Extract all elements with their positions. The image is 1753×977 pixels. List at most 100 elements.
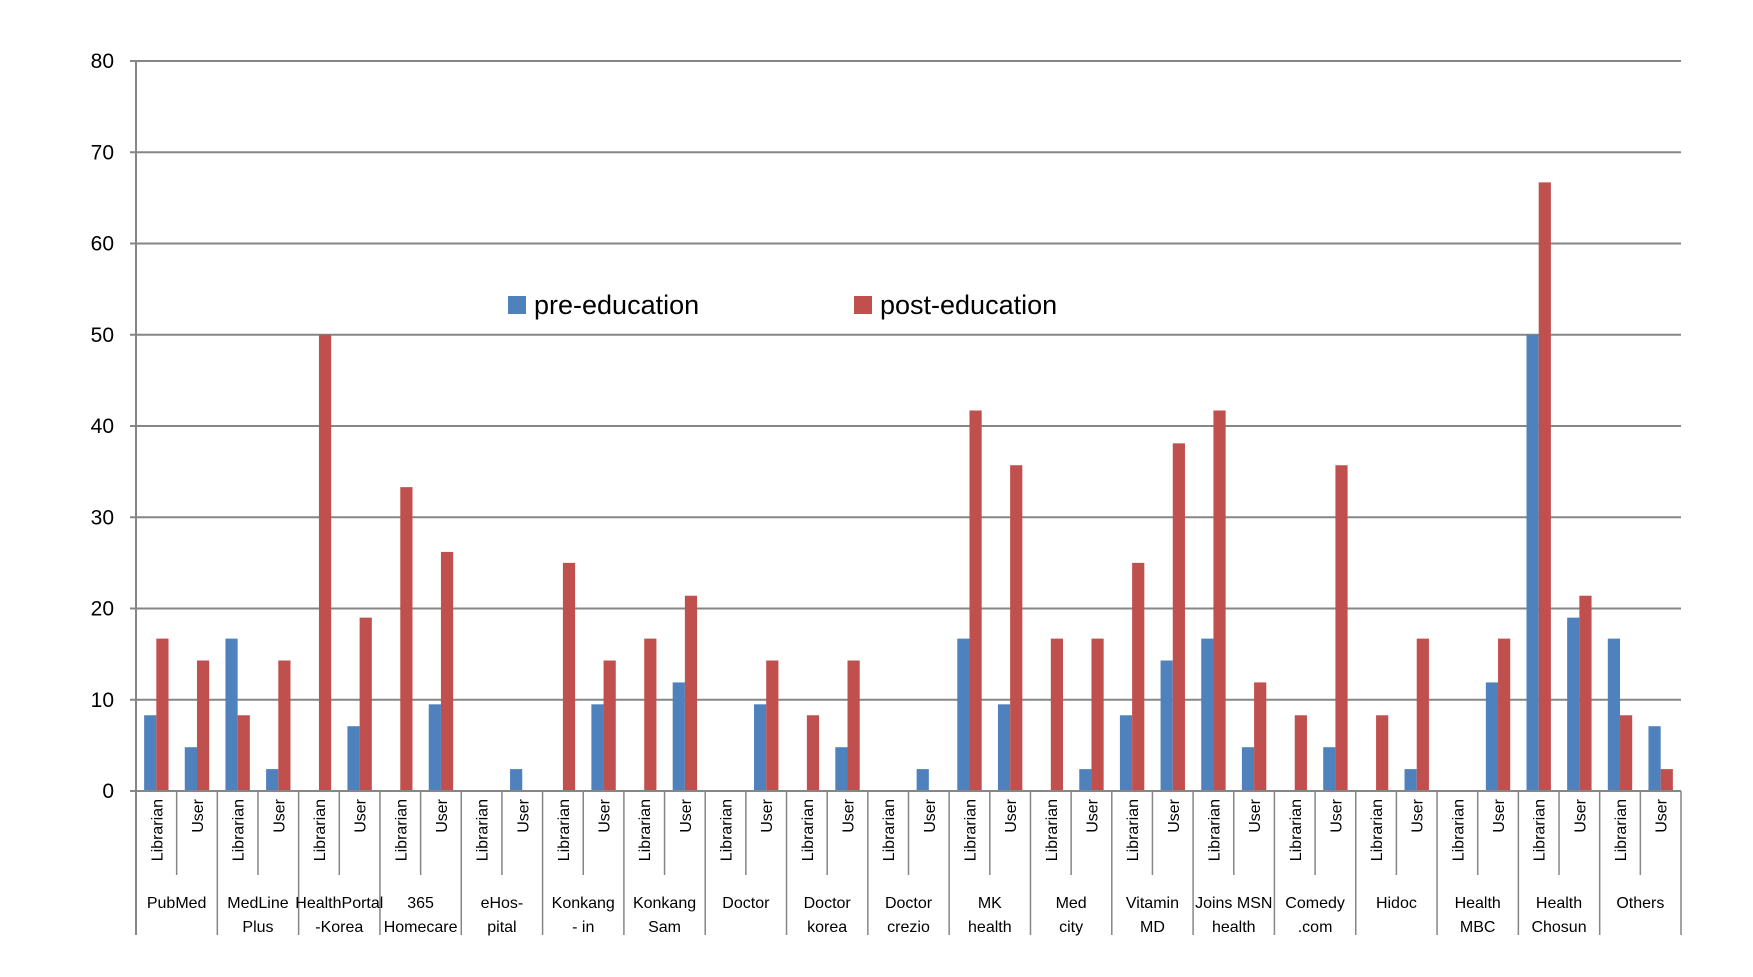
x-group-label: Health: [1455, 895, 1501, 912]
y-tick-label: 20: [91, 598, 114, 621]
x-group-label: Med: [1056, 895, 1087, 912]
bar-post-education: [1213, 410, 1226, 791]
legend-label: post-education: [880, 290, 1057, 320]
x-group-label: Vitamin: [1126, 895, 1179, 912]
x-group-label: Doctor: [804, 895, 852, 912]
x-subcategory-label: Librarian: [1613, 799, 1630, 861]
x-subcategory-label: User: [515, 798, 532, 832]
x-subcategory-label: Librarian: [1369, 799, 1386, 861]
bar-pre-education: [672, 682, 685, 791]
bar-post-education: [278, 660, 291, 791]
x-subcategory-label: Librarian: [475, 799, 492, 861]
bar-pre-education: [916, 769, 929, 791]
x-group-label: MedLine: [227, 895, 288, 912]
x-subcategory-label: User: [678, 798, 695, 832]
x-subcategory-label: Librarian: [312, 799, 329, 861]
x-group-label: korea: [807, 919, 847, 936]
bar-post-education: [1172, 443, 1185, 791]
x-subcategory-label: User: [1410, 798, 1427, 832]
x-group-label: city: [1059, 919, 1083, 936]
x-group-label: Sam: [648, 919, 681, 936]
x-group-label: Konkang: [633, 895, 696, 912]
bar-post-education: [766, 660, 779, 791]
y-tick-label: 40: [91, 415, 114, 438]
bar-pre-education: [1241, 747, 1255, 791]
x-subcategory-label: Librarian: [1288, 799, 1305, 861]
bar-post-education: [969, 410, 982, 791]
bar-pre-education: [510, 769, 523, 791]
x-group-label: - in: [572, 919, 594, 936]
x-subcategory-label: User: [271, 798, 288, 832]
x-subcategory-label: Librarian: [149, 799, 166, 861]
bar-post-education: [1050, 638, 1063, 791]
x-subcategory-label: Librarian: [393, 799, 410, 861]
x-group-label: 365: [407, 895, 434, 912]
x-group-label: MD: [1140, 919, 1165, 936]
bar-post-education: [1335, 465, 1348, 791]
x-subcategory-label: Librarian: [962, 799, 979, 861]
x-group-label: Others: [1616, 895, 1664, 912]
bar-post-education: [684, 595, 698, 791]
bar-pre-education: [1079, 769, 1092, 791]
bar-pre-education: [347, 726, 360, 791]
bar-pre-education: [1567, 617, 1580, 791]
bar-post-education: [1132, 562, 1145, 791]
x-group-label: Doctor: [885, 895, 933, 912]
y-tick-label: 10: [91, 689, 114, 712]
x-subcategory-label: Librarian: [1125, 799, 1142, 861]
x-subcategory-label: User: [353, 798, 370, 832]
bar-post-education: [562, 562, 576, 791]
x-group-label: Doctor: [722, 895, 770, 912]
x-group-label: HealthPortal: [295, 895, 383, 912]
x-subcategory-label: Librarian: [231, 799, 248, 861]
bar-post-education: [440, 551, 454, 791]
bar-post-education: [1620, 715, 1633, 791]
x-group-label: Health: [1536, 895, 1582, 912]
bar-post-education: [1010, 465, 1023, 791]
x-group-label: MK: [978, 895, 1002, 912]
x-group-label: .com: [1298, 919, 1333, 936]
y-tick-label: 70: [91, 141, 114, 164]
bar-pre-education: [184, 747, 197, 791]
bar-pre-education: [957, 638, 970, 791]
x-subcategory-label: User: [1491, 798, 1508, 832]
bar-post-education: [603, 660, 616, 791]
x-group-label: Homecare: [384, 919, 458, 936]
bar-pre-education: [1201, 638, 1214, 791]
bar-pre-education: [1648, 726, 1661, 791]
x-subcategory-label: User: [759, 798, 776, 832]
bar-post-education: [156, 638, 169, 791]
x-group-label: health: [968, 919, 1012, 936]
x-group-label: crezio: [887, 919, 930, 936]
x-subcategory-label: Librarian: [556, 799, 573, 861]
x-subcategory-label: User: [190, 798, 207, 832]
x-group-label: pital: [487, 919, 516, 936]
y-tick-label: 0: [102, 780, 114, 803]
bar-pre-education: [1160, 660, 1173, 791]
bar-post-education: [1579, 595, 1592, 791]
x-subcategory-label: Librarian: [1532, 799, 1549, 861]
x-subcategory-label: User: [922, 798, 939, 832]
bar-pre-education: [591, 704, 604, 791]
x-group-label: Comedy: [1285, 895, 1345, 912]
bar-post-education: [1416, 638, 1429, 791]
bar-post-education: [1660, 769, 1673, 791]
x-group-label: Joins MSN: [1195, 895, 1272, 912]
bar-pre-education: [1485, 682, 1499, 791]
bar-pre-education: [754, 704, 767, 791]
y-tick-label: 50: [91, 324, 114, 347]
x-group-label: eHos-: [481, 895, 524, 912]
legend-swatch-post: [854, 296, 872, 314]
bar-pre-education: [225, 638, 238, 791]
bar-post-education: [1376, 715, 1389, 791]
bar-pre-education: [1526, 334, 1539, 791]
bar-post-education: [237, 715, 250, 791]
bar-pre-education: [997, 704, 1011, 791]
bar-post-education: [1091, 638, 1104, 791]
x-subcategory-label: Librarian: [637, 799, 654, 861]
x-group-label: Chosun: [1531, 919, 1586, 936]
y-tick-label: 30: [91, 506, 114, 529]
bar-post-education: [644, 638, 657, 791]
x-subcategory-label: User: [1003, 798, 1020, 832]
